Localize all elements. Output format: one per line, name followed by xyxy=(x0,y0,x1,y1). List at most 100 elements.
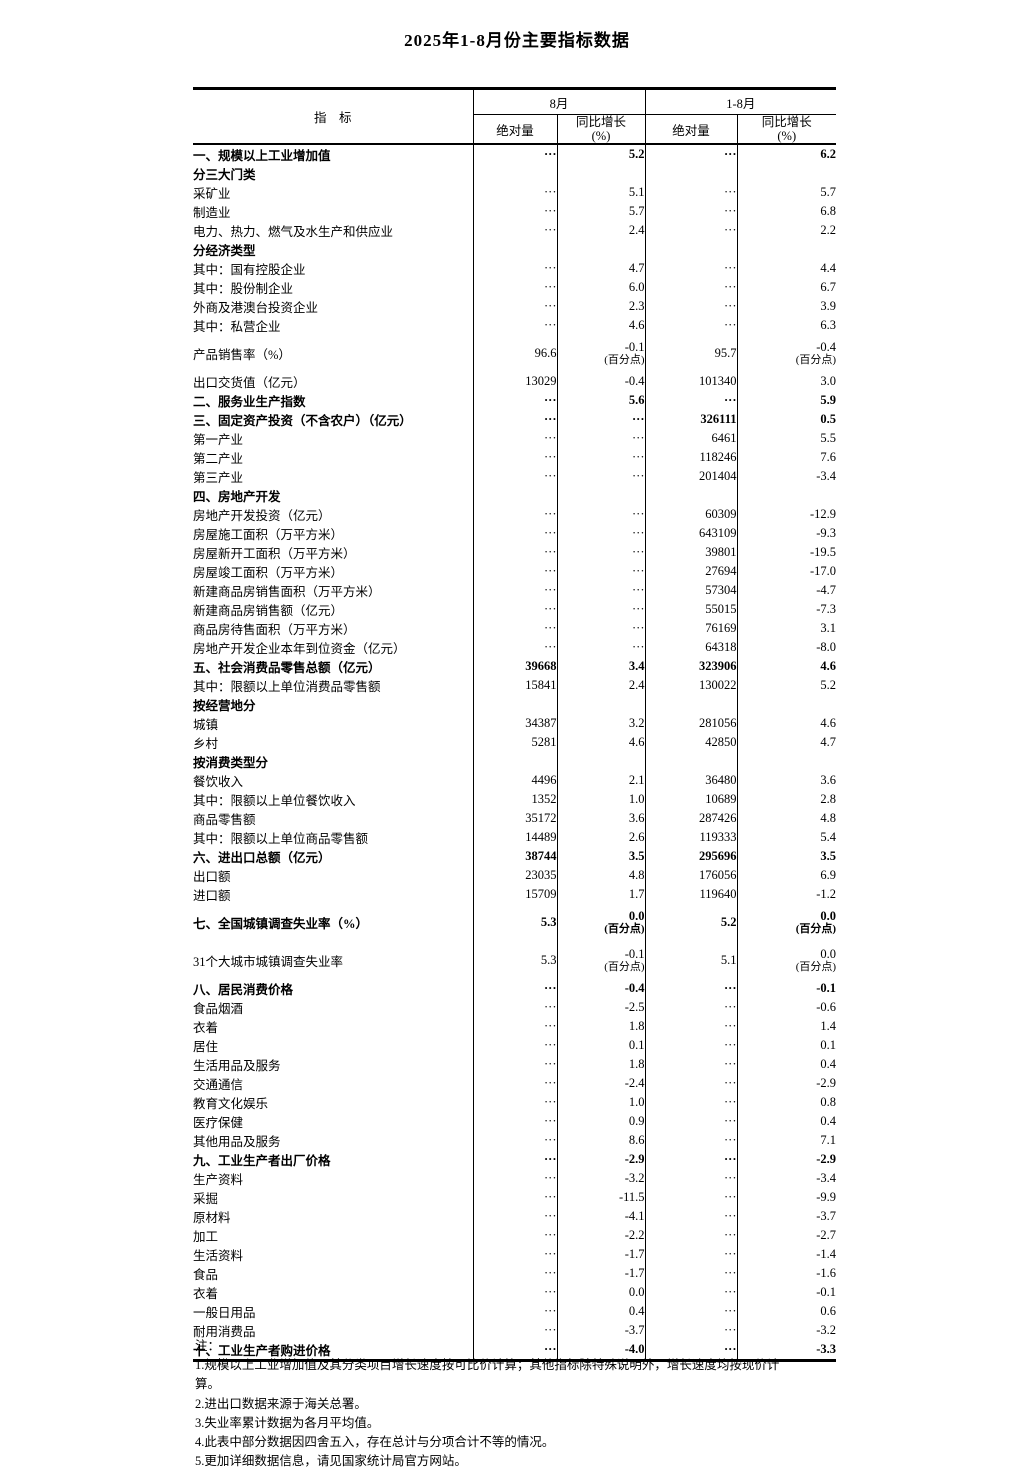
cell-jan-aug-absolute: ··· xyxy=(644,1111,738,1131)
cell-jan-aug-absolute: 55015 xyxy=(644,600,738,620)
indicator-label: 电力、热力、燃气及水生产和供应业 xyxy=(193,225,394,239)
cell-jan-aug-absolute: 60309 xyxy=(644,505,738,525)
cell-jan-aug-absolute: ··· xyxy=(644,1282,738,1302)
cell-jan-aug-absolute: ··· xyxy=(644,978,738,998)
cell-jan-aug-absolute: 287426 xyxy=(644,809,738,829)
cell-value: 0.0 xyxy=(628,909,645,924)
indicator-label: 第三产业 xyxy=(193,471,244,486)
cell-august-yoy: -1.7 xyxy=(556,1263,646,1283)
cell-jan-aug-yoy: 0.5 xyxy=(736,410,837,430)
indicator-label: 按消费类型分 xyxy=(193,756,269,771)
cell-jan-aug-yoy: 5.2 xyxy=(736,676,837,696)
table-row: 产品销售率（%） 96.6 -0.1 (百分点) 95.7 -0.4 (百分点) xyxy=(193,335,837,373)
indicator-label: 四、房地产开发 xyxy=(193,490,281,505)
header-sub-row: 绝对量 同比增长 (%) 绝对量 同比增长 (%) xyxy=(193,114,837,145)
table-row: 房屋施工面积（万平方米） ··· ··· 643109 -9.3 xyxy=(193,524,837,544)
cell-jan-aug-yoy: 5.5 xyxy=(736,429,837,449)
cell-jan-aug-absolute: 119640 xyxy=(644,885,738,905)
cell-august-absolute: ··· xyxy=(472,1339,557,1361)
cell-jan-aug-yoy xyxy=(736,752,837,772)
cell-august-yoy: -3.7 xyxy=(556,1320,646,1340)
note-line: 2.进出口数据来源于海关总署。 xyxy=(195,1396,367,1411)
cell-unit: (百分点) xyxy=(795,354,837,367)
indicator-label: 第一产业 xyxy=(193,433,244,448)
cell-august-absolute: ··· xyxy=(472,1225,557,1245)
table-row: 一、规模以上工业增加值 ··· 5.2 ··· 6.2 xyxy=(193,144,837,164)
cell-jan-aug-absolute: 323906 xyxy=(644,657,738,677)
cell-august-absolute xyxy=(472,695,557,715)
cell-jan-aug-absolute: 295696 xyxy=(644,847,738,867)
indicator-label: 五、社会消费品零售总额（亿元） xyxy=(193,661,381,676)
header-august-absolute: 绝对量 xyxy=(472,114,557,145)
table-row: 衣着 ··· 1.8 ··· 1.4 xyxy=(193,1016,837,1036)
cell-august-yoy: 0.1 xyxy=(556,1035,646,1055)
cell-august-absolute: ··· xyxy=(472,1016,557,1036)
cell-jan-aug-absolute: ··· xyxy=(644,1301,738,1321)
table-row: 新建商品房销售额（亿元） ··· ··· 55015 -7.3 xyxy=(193,600,837,620)
table-row: 制造业 ··· 5.7 ··· 6.8 xyxy=(193,202,837,221)
cell-jan-aug-absolute: 76169 xyxy=(644,619,738,639)
table-row: 十、工业生产者购进价格 ··· -4.0 ··· -3.3 xyxy=(193,1339,837,1361)
cell-jan-aug-absolute: ··· xyxy=(644,297,738,316)
cell-jan-aug-yoy: -0.6 xyxy=(736,997,837,1017)
cell-jan-aug-yoy xyxy=(736,164,837,183)
indicator-label: 其中：私营企业 xyxy=(193,320,281,334)
cell-august-absolute: 35172 xyxy=(472,809,557,829)
cell-august-absolute: 38744 xyxy=(472,847,557,867)
indicator-label: 耐用消费品 xyxy=(193,1324,256,1339)
indicator-label: 进口额 xyxy=(193,889,231,904)
header-group-jan-aug: 1-8月 xyxy=(644,88,837,115)
cell-august-absolute xyxy=(472,164,557,183)
table-row: 第三产业 ··· ··· 201404 -3.4 xyxy=(193,467,837,487)
indicator-label: 生活用品及服务 xyxy=(193,1058,281,1073)
cell-august-yoy: -4.0 xyxy=(556,1339,646,1361)
cell-august-absolute: ··· xyxy=(472,1263,557,1283)
indicator-label: 食品 xyxy=(193,1267,219,1282)
table-row: 居住 ··· 0.1 ··· 0.1 xyxy=(193,1035,837,1055)
cell-august-yoy: ··· xyxy=(556,448,646,468)
cell-august-yoy: 1.8 xyxy=(556,1016,646,1036)
cell-august-absolute: ··· xyxy=(472,978,557,998)
cell-jan-aug-yoy: 5.4 xyxy=(736,828,837,848)
cell-august-absolute: 39668 xyxy=(472,657,557,677)
table-body: 一、规模以上工业增加值 ··· 5.2 ··· 6.2 分三大门类 采矿业 ··· 5.1 ···… xyxy=(193,144,837,1361)
cell-august-yoy: 4.6 xyxy=(556,733,646,753)
header-august-yoy: 同比增长 (%) xyxy=(556,114,646,145)
cell-value: 0.0 xyxy=(820,909,837,924)
cell-jan-aug-yoy: 3.1 xyxy=(736,619,837,639)
cell-august-yoy: -0.4 xyxy=(556,372,646,392)
table-row: 采矿业 ··· 5.1 ··· 5.7 xyxy=(193,183,837,202)
table-row: 其他用品及服务 ··· 8.6 ··· 7.1 xyxy=(193,1130,837,1150)
cell-august-absolute: ··· xyxy=(472,391,557,411)
cell-august-yoy: 6.0 xyxy=(556,278,646,297)
table-row: 食品烟酒 ··· -2.5 ··· -0.6 xyxy=(193,997,837,1017)
cell-jan-aug-absolute xyxy=(644,695,738,715)
cell-august-absolute: ··· xyxy=(472,1035,557,1055)
cell-jan-aug-absolute: ··· xyxy=(644,391,738,411)
cell-jan-aug-absolute xyxy=(644,486,738,506)
table-row: 加工 ··· -2.2 ··· -2.7 xyxy=(193,1225,837,1245)
table-row: 食品 ··· -1.7 ··· -1.6 xyxy=(193,1263,837,1283)
cell-august-yoy: ··· xyxy=(556,562,646,582)
cell-jan-aug-absolute: 176056 xyxy=(644,866,738,886)
indicator-label: 房地产开发企业本年到位资金（亿元） xyxy=(193,642,406,657)
table-row: 衣着 ··· 0.0 ··· -0.1 xyxy=(193,1282,837,1302)
cell-jan-aug-absolute: ··· xyxy=(644,278,738,297)
table-row: 商品零售额 35172 3.6 287426 4.8 xyxy=(193,809,837,829)
indicator-label: 31个大城市城镇调查失业率 xyxy=(193,954,344,969)
cell-jan-aug-yoy xyxy=(736,695,837,715)
table-row: 新建商品房销售面积（万平方米） ··· ··· 57304 -4.7 xyxy=(193,581,837,601)
table-row: 生产资料 ··· -3.2 ··· -3.4 xyxy=(193,1168,837,1188)
table-row: 第二产业 ··· ··· 118246 7.6 xyxy=(193,448,837,468)
cell-jan-aug-yoy: 2.8 xyxy=(736,790,837,810)
indicator-label: 房地产开发投资（亿元） xyxy=(193,509,331,524)
cell-jan-aug-absolute: ··· xyxy=(644,1168,738,1188)
cell-jan-aug-yoy: -7.3 xyxy=(736,600,837,620)
cell-jan-aug-yoy: 3.9 xyxy=(736,297,837,316)
cell-august-absolute: 1352 xyxy=(472,790,557,810)
cell-august-absolute: ··· xyxy=(472,505,557,525)
indicator-label: 外商及港澳台投资企业 xyxy=(193,301,319,315)
cell-value: -0.1 xyxy=(624,946,645,961)
cell-jan-aug-yoy: 4.6 xyxy=(736,714,837,734)
cell-august-absolute: 96.6 xyxy=(472,335,557,373)
